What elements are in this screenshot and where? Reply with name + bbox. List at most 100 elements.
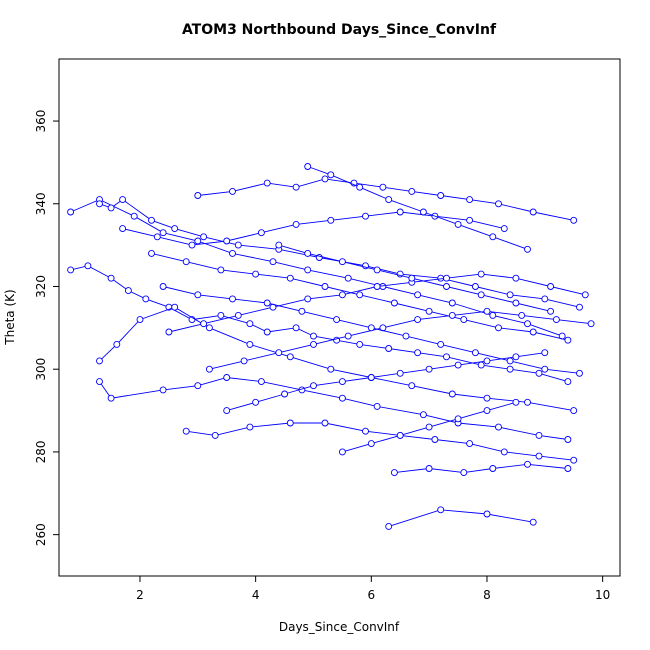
data-point [252, 270, 260, 278]
data-point [310, 332, 317, 340]
data-point [506, 357, 514, 365]
data-point [252, 398, 260, 406]
data-point [367, 374, 375, 381]
series-line [394, 463, 568, 474]
data-point [136, 316, 144, 324]
data-point [477, 270, 485, 278]
data-point [194, 237, 202, 245]
data-point [310, 340, 317, 348]
data-point [217, 311, 225, 319]
series-line [307, 166, 528, 250]
data-point [437, 506, 445, 514]
data-point [263, 179, 271, 187]
series-line [226, 352, 545, 412]
data-point [240, 357, 248, 365]
data-point [356, 291, 364, 299]
data-point [495, 423, 502, 431]
data-point [489, 465, 497, 472]
series-9 [148, 249, 572, 344]
data-point [263, 299, 271, 307]
data-point [246, 320, 254, 328]
data-point [200, 320, 208, 328]
data-point [356, 183, 364, 191]
data-point [379, 183, 387, 191]
data-point [107, 274, 115, 282]
x-tick-label: 6 [367, 588, 375, 602]
data-point [466, 216, 474, 224]
series-5 [182, 419, 578, 464]
data-point [390, 469, 398, 477]
chart-title: ATOM3 Northbound Days_Since_ConvInf [182, 22, 497, 38]
data-point [338, 291, 346, 299]
data-point [148, 249, 155, 257]
data-point [477, 361, 485, 369]
data-point [107, 394, 115, 402]
data-point [119, 225, 127, 233]
data-point [246, 340, 254, 348]
data-point [171, 303, 179, 311]
data-point [483, 407, 491, 415]
data-point [564, 436, 572, 443]
data-point [148, 216, 155, 224]
data-point [443, 283, 450, 290]
data-point [257, 378, 265, 386]
data-point [211, 431, 219, 439]
data-point [512, 274, 520, 282]
data-point [142, 295, 150, 303]
data-point [321, 419, 329, 427]
data-point [466, 440, 474, 448]
data-point [159, 386, 167, 394]
data-point [159, 283, 167, 290]
series-13 [304, 163, 531, 253]
data-point [217, 266, 225, 274]
y-tick-label: 300 [34, 358, 48, 381]
data-point [304, 249, 312, 257]
data-point [292, 220, 300, 228]
data-point [327, 216, 335, 224]
data-point [385, 345, 393, 352]
data-point [414, 316, 422, 324]
data-point [495, 324, 502, 332]
data-point [275, 349, 283, 357]
series-7 [390, 460, 572, 477]
data-point [229, 249, 236, 257]
data-point [234, 311, 242, 319]
data-point [402, 332, 410, 340]
series-line [186, 422, 574, 461]
data-point [263, 328, 271, 336]
y-tick-label: 260 [34, 523, 48, 546]
data-point [408, 187, 416, 195]
series-17 [275, 241, 555, 315]
data-point [298, 307, 306, 315]
data-point [408, 382, 416, 390]
axis-layer: 2 4 6 8 10 260 280 300 320 340 360 [34, 110, 610, 602]
y-tick-label: 320 [34, 275, 48, 298]
data-point [171, 225, 179, 233]
data-point [338, 448, 346, 456]
data-point [500, 448, 508, 456]
data-point [483, 394, 491, 402]
data-point [448, 311, 456, 319]
data-point [506, 365, 514, 373]
series-4 [96, 374, 572, 443]
data-point [431, 436, 439, 443]
data-point [356, 340, 364, 348]
data-point [495, 200, 502, 208]
series-15 [223, 349, 549, 415]
data-point [454, 220, 462, 228]
data-point [338, 378, 346, 386]
data-point [483, 357, 491, 365]
data-point [304, 163, 312, 170]
data-point [321, 175, 329, 183]
data-point [443, 274, 450, 282]
series-11 [119, 208, 508, 249]
data-point [327, 171, 335, 179]
data-point [205, 365, 213, 373]
data-point [310, 382, 317, 390]
data-point [205, 324, 213, 332]
series-line [209, 310, 592, 370]
data-point [512, 299, 520, 307]
data-point [529, 328, 537, 336]
data-point [234, 241, 242, 249]
